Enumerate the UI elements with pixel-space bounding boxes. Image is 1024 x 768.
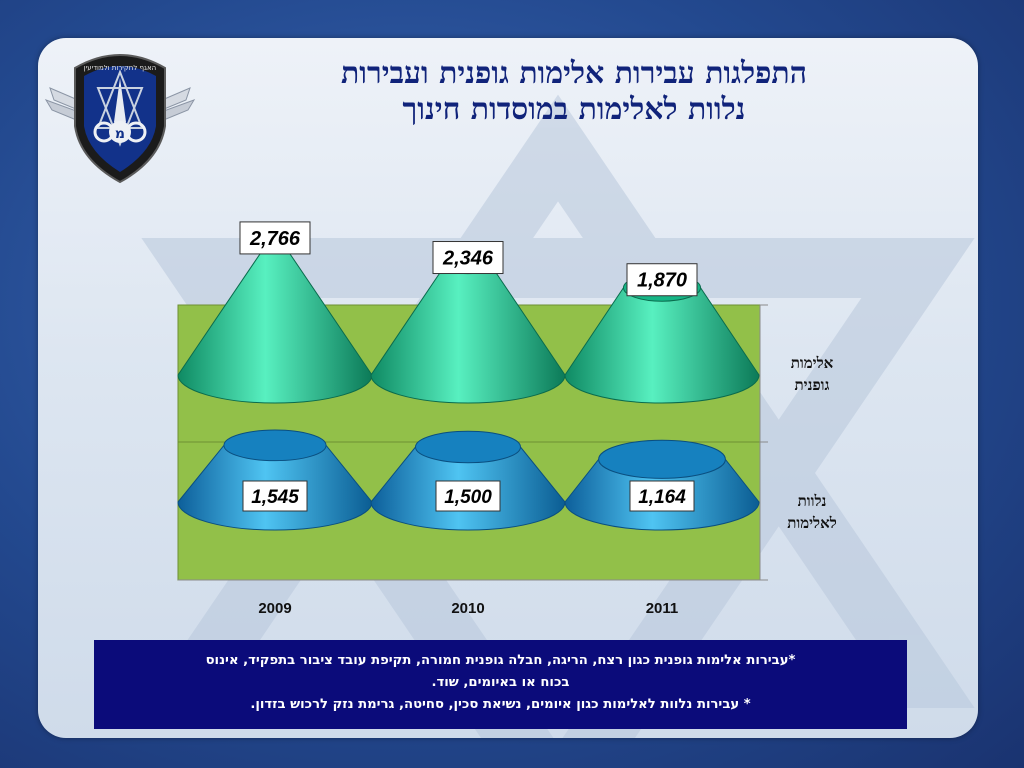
x-tick-label-2010: 2010	[451, 600, 484, 617]
x-tick-label-2009: 2009	[258, 600, 291, 617]
data-label-text: 1,870	[637, 270, 687, 292]
data-label-text: 1,500	[444, 487, 492, 508]
page-title: התפלגות עבירות אלימות גופנית ועבירות נלו…	[224, 56, 924, 128]
footnote-box: *עבירות אלימות גופנית כגון רצח, הריגה, ח…	[94, 640, 907, 729]
footnote-line-1: *עבירות אלימות גופנית כגון רצח, הריגה, ח…	[205, 653, 796, 668]
logo-monogram: מ	[115, 126, 125, 142]
row-label-line: גופנית	[794, 376, 830, 394]
footnote-line-3: * עבירות נלוות לאלימות כגון איומים, נשיא…	[250, 697, 751, 712]
data-label-top-2011: 1,870	[626, 263, 698, 297]
data-label-bottom-2009: 1,545	[242, 480, 308, 512]
data-label-bottom-2011: 1,164	[629, 480, 695, 512]
data-label-top-2009: 2,766	[239, 221, 311, 255]
row-label-physical-violence: אלימות גופנית	[770, 352, 854, 396]
data-label-text: 1,164	[638, 487, 686, 508]
data-label-top-2010: 2,346	[432, 241, 504, 275]
row-label-related-violence: נלוות לאלימות	[770, 490, 854, 534]
row-label-line: לאלימות	[787, 514, 837, 532]
title-line-1: התפלגות עבירות אלימות גופנית ועבירות	[341, 56, 807, 91]
data-label-text: 2,346	[442, 248, 494, 270]
footnote-line-2: בכוח או באיומים, שוד.	[431, 675, 570, 690]
logo-text: האגף לחקירות ולמודיעין	[84, 64, 156, 72]
row-label-line: אלימות	[790, 354, 834, 372]
x-tick-label-2011: 2011	[646, 600, 679, 617]
data-label-bottom-2010: 1,500	[435, 480, 501, 512]
data-label-text: 1,545	[251, 487, 299, 508]
police-emblem-logo: מ האגף לחקירות ולמודיעין	[44, 54, 196, 184]
row-label-line: נלוות	[797, 492, 827, 510]
data-label-text: 2,766	[249, 228, 301, 250]
title-line-2: נלוות לאלימות במוסדות חינוך	[402, 92, 746, 127]
